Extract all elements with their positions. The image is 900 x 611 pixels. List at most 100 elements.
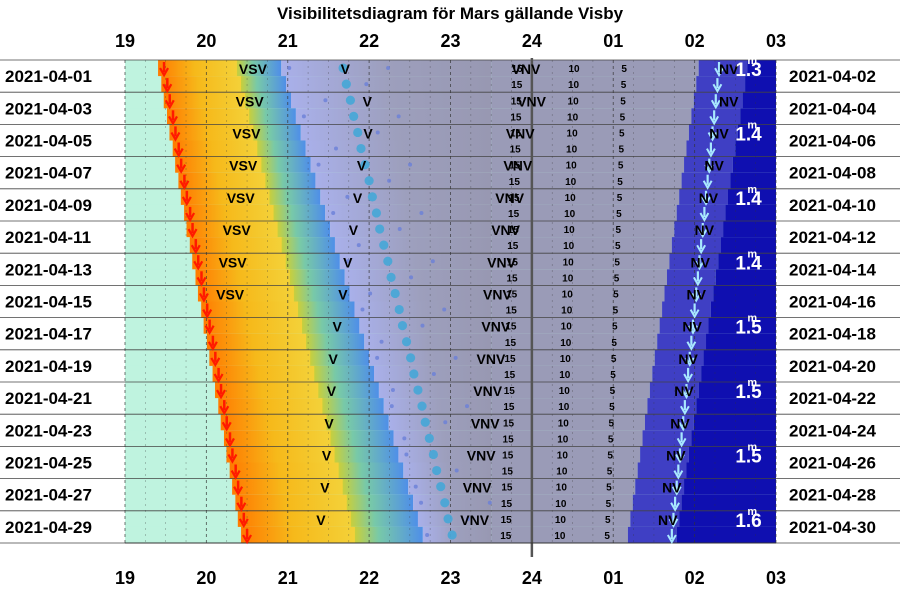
star-dot [419,501,423,505]
date-label-right: 2021-04-30 [789,518,876,537]
direction-label-v: V [357,158,367,174]
star-dot [432,372,436,376]
band-night [491,382,650,399]
date-label-left: 2021-04-23 [5,421,92,440]
x-tick-label-top: 22 [359,31,379,51]
mars-dot [402,337,411,346]
direction-label-nv: NV [658,512,678,528]
star-dot [317,163,321,167]
altitude-label: 10 [559,386,571,397]
band-deep-night [704,350,776,367]
mars-dot [346,96,355,105]
star-dot [345,195,349,199]
altitude-label: 10 [564,225,576,236]
altitude-label: 5 [621,80,627,91]
star-dot [364,82,368,86]
date-label-right: 2021-04-28 [789,486,876,505]
band-evening [394,430,492,447]
altitude-label: 10 [566,145,578,156]
star-dot [414,485,418,489]
star-dot [425,533,429,537]
mars-dot [375,224,384,233]
mars-dot [406,353,415,362]
magnitude-superscript: m [747,119,757,131]
band-deep-night [694,414,776,431]
date-label-right: 2021-04-12 [789,228,876,247]
altitude-label: 5 [611,338,617,349]
altitude-label: 10 [557,434,569,445]
band-twilight [351,511,418,528]
band-sunset [184,205,275,222]
date-label-right: 2021-04-16 [789,293,876,312]
magnitude-superscript: m [747,441,757,453]
band-sunset [221,414,329,431]
date-label-right: 2021-04-20 [789,357,876,376]
direction-label-vnv: VNV [477,351,506,367]
altitude-label: 15 [502,467,514,478]
altitude-label: 10 [565,177,577,188]
direction-label-v: V [322,447,332,463]
band-deep-night [733,157,776,174]
direction-label-nv: NV [709,125,729,141]
date-label-right: 2021-04-22 [789,389,876,408]
date-label-right: 2021-04-24 [789,421,877,440]
star-dot [454,356,458,360]
altitude-label: 15 [509,161,521,172]
star-dot [368,291,372,295]
mars-dot [391,289,400,298]
star-dot [398,227,402,231]
altitude-label: 15 [508,209,520,220]
band-sunset [226,446,336,463]
altitude-label: 5 [611,354,617,365]
direction-label-v: V [328,351,338,367]
chart-title: Visibilitetsdiagram för Mars gällande Vi… [277,4,624,23]
altitude-label: 5 [614,257,620,268]
x-tick-label-top: 23 [440,31,460,51]
altitude-label: 5 [617,177,623,188]
altitude-label: 5 [609,402,615,413]
band-evening [325,205,491,222]
altitude-label: 5 [618,161,624,172]
band-deep-night [743,92,776,109]
band-evening [291,92,491,109]
x-tick-label-bottom: 21 [278,568,298,588]
star-dot [357,243,361,247]
band-twilight [290,269,345,286]
altitude-label: 10 [560,354,572,365]
direction-label-vsv: VSV [223,222,252,238]
altitude-label: 15 [504,370,516,381]
date-label-left: 2021-04-13 [5,260,92,279]
altitude-label: 10 [565,193,577,204]
star-dot [380,340,384,344]
star-dot [402,436,406,440]
altitude-label: 10 [556,483,568,494]
band-twilight [274,205,326,222]
band-night [491,334,657,351]
band-sunset [173,141,260,158]
band-late-night [628,527,677,544]
x-tick-label-bottom: 19 [115,568,135,588]
date-label-left: 2021-04-17 [5,325,92,344]
altitude-label: 10 [566,161,578,172]
magnitude-superscript: m [747,184,757,196]
altitude-label: 10 [563,257,575,268]
altitude-label: 15 [502,450,514,461]
x-tick-label-top: 20 [196,31,216,51]
direction-label-v: V [327,383,337,399]
direction-label-nv: NV [666,447,686,463]
star-dot [455,469,459,473]
band-late-night [672,237,721,254]
band-deep-night [711,302,776,319]
magnitude-superscript: m [747,506,757,518]
altitude-label: 15 [503,418,515,429]
altitude-label: 10 [559,370,571,381]
altitude-label: 5 [606,499,612,510]
star-dot [334,147,338,151]
date-label-left: 2021-04-01 [5,67,92,86]
direction-label-nv: NV [682,319,702,335]
altitude-label: 5 [620,112,626,123]
band-twilight [339,463,404,480]
x-tick-label-bottom: 23 [440,568,460,588]
